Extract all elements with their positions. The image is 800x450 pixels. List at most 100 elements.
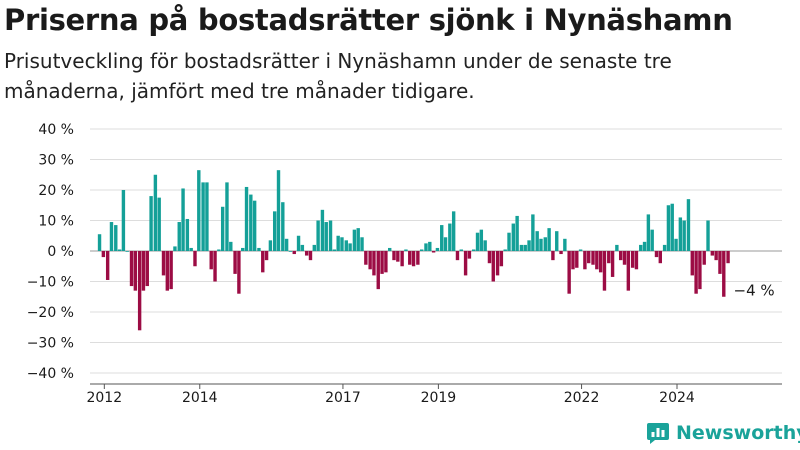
- bar: [615, 244, 619, 251]
- bar: [710, 251, 715, 256]
- bar: [97, 234, 102, 251]
- y-tick-label: 20 %: [38, 183, 74, 199]
- bar: [559, 251, 563, 255]
- bar: [622, 251, 627, 265]
- bar: [634, 251, 639, 270]
- x-axis: 2012 2014 2017 2019 2022 2024: [86, 383, 782, 406]
- bar: [109, 222, 114, 251]
- bar: [547, 228, 551, 252]
- bar: [610, 251, 615, 277]
- bar: [296, 235, 301, 251]
- y-tick-label: 30 %: [38, 153, 74, 169]
- bar: [702, 251, 706, 265]
- bar: [264, 251, 269, 261]
- bar: [261, 251, 265, 273]
- y-tick-label: 0 %: [47, 244, 74, 260]
- bar: [340, 237, 344, 251]
- x-tick-label: 2012: [86, 390, 122, 406]
- bar: [117, 249, 122, 251]
- bar: [380, 251, 384, 274]
- bar: [217, 249, 221, 251]
- bar: [308, 251, 313, 261]
- bar: [257, 247, 261, 251]
- bar: [177, 222, 181, 251]
- y-tick-label: −20 %: [27, 305, 74, 321]
- bar: [459, 249, 463, 251]
- bar: [324, 222, 328, 251]
- bar: [268, 240, 273, 251]
- bar: [181, 188, 185, 251]
- bar: [384, 251, 388, 273]
- bar: [662, 244, 667, 251]
- bar: [428, 241, 432, 251]
- bar: [408, 251, 412, 265]
- bar: [587, 251, 591, 264]
- bar: [249, 194, 253, 251]
- bar: [411, 251, 416, 267]
- bar: [523, 244, 527, 251]
- bar: [237, 251, 241, 294]
- bar: [618, 251, 623, 261]
- bar: [292, 251, 296, 255]
- bar: [360, 237, 364, 251]
- bar: [145, 251, 149, 287]
- bar: [149, 196, 153, 251]
- brand-name: Newsworthy: [676, 422, 800, 444]
- newsworthy-brand[interactable]: Newsworthy: [646, 419, 800, 447]
- bar: [698, 251, 702, 290]
- bar: [674, 238, 678, 251]
- bar: [396, 251, 400, 262]
- bar: [718, 251, 722, 274]
- y-tick-label: −10 %: [27, 275, 74, 291]
- bar: [336, 235, 340, 251]
- bar: [364, 251, 368, 265]
- bar: [114, 225, 118, 251]
- bar: [495, 251, 500, 276]
- bar: [726, 251, 730, 264]
- bar: [563, 238, 567, 251]
- bar: [654, 251, 659, 258]
- bar: [388, 247, 392, 251]
- bar: [706, 220, 710, 251]
- bar: [642, 241, 647, 251]
- bar: [658, 251, 662, 264]
- bar: [567, 251, 571, 294]
- bar: [575, 251, 579, 268]
- bar: [455, 251, 460, 261]
- bar: [535, 231, 539, 251]
- bar: [602, 251, 607, 291]
- x-tick-label: 2019: [421, 390, 457, 406]
- bar: [443, 237, 448, 251]
- bar: [300, 244, 305, 251]
- bar: [137, 251, 142, 331]
- bar: [483, 240, 487, 251]
- bar: [555, 231, 559, 251]
- bar: [515, 215, 519, 251]
- bar: [201, 182, 205, 252]
- annotations: −4 %: [734, 282, 775, 300]
- bar: [304, 251, 309, 256]
- bar: [169, 251, 173, 290]
- bar: [252, 200, 257, 251]
- bar: [646, 214, 651, 251]
- bar: [424, 243, 428, 252]
- annotation-label: −4 %: [734, 282, 775, 300]
- bar: [650, 229, 654, 251]
- bar: [519, 244, 524, 251]
- bar: [368, 251, 372, 270]
- bar: [578, 249, 583, 251]
- bar: [233, 251, 237, 274]
- newsworthy-logo-icon: [647, 423, 669, 444]
- bar: [416, 251, 420, 265]
- bar: [193, 251, 197, 267]
- bar: [225, 182, 229, 252]
- bar: [487, 251, 492, 264]
- bar: [312, 244, 316, 251]
- y-axis-tick-labels: −40 % −30 % −20 % −10 % 0 % 10 % 20 % 30 % 40 %: [27, 122, 74, 382]
- bar: [690, 251, 694, 276]
- bar: [105, 251, 110, 280]
- bar: [670, 203, 674, 251]
- bar: [125, 251, 129, 252]
- bar: [328, 220, 333, 251]
- bar: [539, 238, 543, 251]
